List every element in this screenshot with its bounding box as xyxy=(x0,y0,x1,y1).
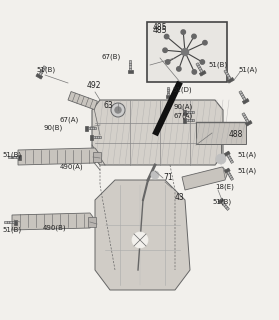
Text: 490(B): 490(B) xyxy=(43,225,67,231)
Polygon shape xyxy=(68,92,97,109)
Text: 51(B): 51(B) xyxy=(2,227,21,233)
Text: 51(B): 51(B) xyxy=(208,62,227,68)
Text: 51(A): 51(A) xyxy=(237,152,256,158)
Polygon shape xyxy=(85,125,88,131)
Polygon shape xyxy=(239,91,246,100)
Polygon shape xyxy=(224,168,230,173)
Polygon shape xyxy=(227,172,234,180)
Bar xyxy=(147,22,227,82)
Text: 90(B): 90(B) xyxy=(43,125,62,131)
Polygon shape xyxy=(166,95,170,98)
Polygon shape xyxy=(12,213,93,230)
Polygon shape xyxy=(224,151,230,156)
Circle shape xyxy=(192,34,196,39)
Polygon shape xyxy=(18,155,21,159)
Text: 51(B): 51(B) xyxy=(2,152,21,158)
Polygon shape xyxy=(95,180,190,290)
Polygon shape xyxy=(227,77,234,83)
Polygon shape xyxy=(221,201,229,211)
Polygon shape xyxy=(36,74,43,79)
Text: 90(A): 90(A) xyxy=(173,104,192,110)
Polygon shape xyxy=(196,63,203,73)
Text: 51(B): 51(B) xyxy=(212,199,231,205)
Text: 67(A): 67(A) xyxy=(173,113,192,119)
Text: 51(D): 51(D) xyxy=(172,87,192,93)
Polygon shape xyxy=(199,70,206,76)
Polygon shape xyxy=(242,113,249,123)
Circle shape xyxy=(192,70,196,74)
Bar xyxy=(196,122,246,144)
Polygon shape xyxy=(186,119,194,121)
Text: 485: 485 xyxy=(153,26,167,35)
Circle shape xyxy=(163,48,167,52)
Circle shape xyxy=(165,60,170,64)
Polygon shape xyxy=(218,198,224,204)
Polygon shape xyxy=(183,109,186,115)
Text: 63: 63 xyxy=(104,100,114,109)
Polygon shape xyxy=(93,136,101,138)
Text: 490(A): 490(A) xyxy=(60,164,84,170)
Polygon shape xyxy=(18,148,98,165)
Polygon shape xyxy=(167,87,169,95)
Polygon shape xyxy=(227,154,234,164)
Polygon shape xyxy=(246,121,252,126)
Circle shape xyxy=(151,171,159,179)
Bar xyxy=(88,217,96,227)
Text: 485: 485 xyxy=(153,23,167,32)
Text: 18(E): 18(E) xyxy=(215,184,234,190)
Text: 492: 492 xyxy=(87,81,102,90)
Circle shape xyxy=(181,30,186,34)
Polygon shape xyxy=(39,66,46,76)
Polygon shape xyxy=(14,220,17,225)
Polygon shape xyxy=(8,156,18,158)
Polygon shape xyxy=(92,100,223,165)
Polygon shape xyxy=(183,117,186,123)
Polygon shape xyxy=(90,134,93,140)
Polygon shape xyxy=(4,221,14,223)
Polygon shape xyxy=(224,70,231,80)
Circle shape xyxy=(177,67,181,71)
Circle shape xyxy=(111,103,125,117)
Circle shape xyxy=(164,34,169,39)
Text: 43: 43 xyxy=(175,193,185,202)
Polygon shape xyxy=(128,70,133,73)
Circle shape xyxy=(182,49,189,55)
Text: 71: 71 xyxy=(163,172,173,181)
Circle shape xyxy=(203,41,207,45)
Text: 51(A): 51(A) xyxy=(237,168,256,174)
Circle shape xyxy=(200,60,205,64)
Circle shape xyxy=(132,232,148,248)
Text: 51(A): 51(A) xyxy=(238,67,257,73)
Polygon shape xyxy=(182,167,228,190)
Text: 67(A): 67(A) xyxy=(60,117,79,123)
Polygon shape xyxy=(242,99,249,104)
Polygon shape xyxy=(129,60,131,70)
Circle shape xyxy=(115,107,121,113)
Text: 51(B): 51(B) xyxy=(36,67,55,73)
Text: 488: 488 xyxy=(229,130,243,139)
Text: 67(B): 67(B) xyxy=(102,54,121,60)
Polygon shape xyxy=(88,127,96,129)
Circle shape xyxy=(216,154,226,164)
Polygon shape xyxy=(186,111,194,113)
Bar xyxy=(93,152,101,162)
